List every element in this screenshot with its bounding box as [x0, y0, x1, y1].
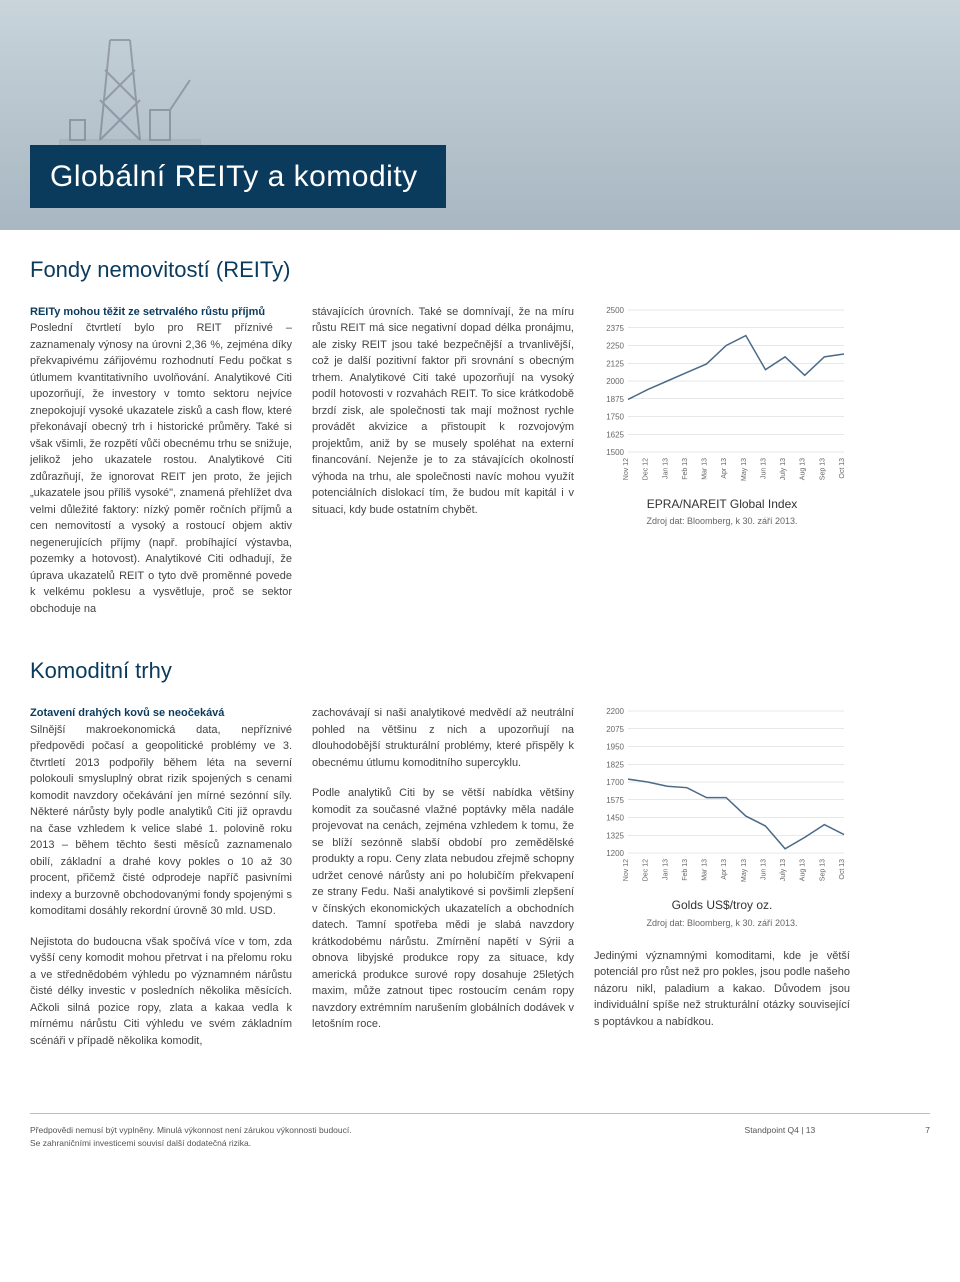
svg-text:July 13: July 13 — [780, 458, 787, 480]
svg-text:Oct 13: Oct 13 — [839, 458, 846, 479]
svg-text:Nov 12: Nov 12 — [623, 458, 630, 480]
section-heading-komodity: Komoditní trhy — [30, 655, 930, 687]
epra-nareit-chart: 1500 1625 1750 1875 2000 2125 2250 2375 2500 Nov … — [594, 304, 850, 484]
svg-text:Dec 12: Dec 12 — [643, 458, 650, 480]
chart1-container: 1500 1625 1750 1875 2000 2125 2250 2375 2500 Nov … — [594, 304, 850, 632]
svg-text:2250: 2250 — [606, 341, 624, 350]
svg-text:Aug 13: Aug 13 — [800, 859, 807, 881]
section1-col1: REITy mohou těžit ze setrvalého růstu př… — [30, 304, 292, 632]
svg-text:2125: 2125 — [606, 359, 624, 368]
svg-text:1450: 1450 — [606, 814, 624, 823]
svg-text:Dec 12: Dec 12 — [643, 859, 650, 881]
section2-col1: Zotavení drahých kovů se neočekává Silně… — [30, 705, 292, 1063]
svg-text:Mar 13: Mar 13 — [702, 458, 709, 480]
svg-text:July 13: July 13 — [780, 859, 787, 881]
svg-text:Nov 12: Nov 12 — [623, 859, 630, 881]
footer-page-number: 7 — [925, 1124, 930, 1149]
svg-text:1625: 1625 — [606, 430, 624, 439]
footer-line2: Se zahraničními investicemi souvisí dalš… — [30, 1137, 352, 1149]
section1-col2: stávajících úrovních. Také se domnívají,… — [312, 304, 574, 632]
svg-text:1325: 1325 — [606, 832, 624, 841]
section2-body1b: Nejistota do budoucna však spočívá více … — [30, 934, 292, 1050]
svg-text:Aug 13: Aug 13 — [800, 458, 807, 480]
svg-text:Sep 13: Sep 13 — [819, 859, 826, 881]
section1-body2: stávajících úrovních. Také se domnívají,… — [312, 304, 574, 519]
chart2-source: Zdroj dat: Bloomberg, k 30. září 2013. — [594, 917, 850, 930]
footer-line1: Předpovědi nemusí být vyplněny. Minulá v… — [30, 1124, 352, 1136]
svg-text:1875: 1875 — [606, 395, 624, 404]
footer-disclaimer: Předpovědi nemusí být vyplněny. Minulá v… — [30, 1124, 352, 1149]
svg-text:May 13: May 13 — [741, 458, 748, 481]
svg-text:Jan 13: Jan 13 — [662, 859, 669, 880]
svg-text:Feb 13: Feb 13 — [682, 859, 689, 881]
svg-text:1575: 1575 — [606, 796, 624, 805]
page-footer: Předpovědi nemusí být vyplněny. Minulá v… — [30, 1113, 930, 1165]
section2-body2a: zachovávají si naši analytikové medvědí … — [312, 705, 574, 771]
svg-text:1200: 1200 — [606, 849, 624, 858]
section2-lead: Zotavení drahých kovů se neočekává — [30, 707, 224, 719]
section2-comment: Jedinými významnými komoditami, kde je v… — [594, 948, 850, 1031]
svg-text:Jun 13: Jun 13 — [760, 859, 767, 880]
svg-text:1950: 1950 — [606, 743, 624, 752]
chart1-title: EPRA/NAREIT Global Index — [594, 496, 850, 513]
svg-text:Jan 13: Jan 13 — [662, 458, 669, 479]
section2-body2b: Podle analytiků Citi by se větší nabídka… — [312, 785, 574, 1033]
section2-body1a: Silnější makroekonomická data, nepřízniv… — [30, 724, 292, 918]
svg-text:Apr 13: Apr 13 — [721, 859, 728, 880]
svg-text:Feb 13: Feb 13 — [682, 458, 689, 480]
svg-text:Jun 13: Jun 13 — [760, 458, 767, 479]
svg-text:2375: 2375 — [606, 324, 624, 333]
page-title: Globální REITy a komodity — [30, 145, 446, 209]
chart2-title: Golds US$/troy oz. — [594, 897, 850, 914]
svg-text:1825: 1825 — [606, 761, 624, 770]
section1-row: REITy mohou těžit ze setrvalého růstu př… — [30, 304, 930, 632]
section1-lead: REITy mohou těžit ze setrvalého růstu př… — [30, 306, 265, 318]
section2-col2: zachovávají si naši analytikové medvědí … — [312, 705, 574, 1063]
svg-text:Sep 13: Sep 13 — [819, 458, 826, 480]
svg-text:2075: 2075 — [606, 725, 624, 734]
svg-text:2200: 2200 — [606, 707, 624, 716]
svg-text:2000: 2000 — [606, 377, 624, 386]
svg-text:1700: 1700 — [606, 778, 624, 787]
svg-text:May 13: May 13 — [741, 859, 748, 882]
svg-text:1750: 1750 — [606, 412, 624, 421]
svg-text:Mar 13: Mar 13 — [702, 859, 709, 881]
footer-publication: Standpoint Q4 | 13 — [745, 1124, 816, 1149]
hero-image: Globální REITy a komodity — [0, 0, 960, 230]
svg-text:1500: 1500 — [606, 448, 624, 457]
section-heading-reity: Fondy nemovitostí (REITy) — [30, 254, 930, 286]
gold-chart: 1200 1325 1450 1575 1700 1825 1950 2075 2200 Nov … — [594, 705, 850, 885]
svg-text:Apr 13: Apr 13 — [721, 458, 728, 479]
svg-text:Oct 13: Oct 13 — [839, 859, 846, 880]
chart2-container: 1200 1325 1450 1575 1700 1825 1950 2075 2200 Nov … — [594, 705, 850, 1063]
section2-row: Zotavení drahých kovů se neočekává Silně… — [30, 705, 930, 1063]
svg-text:2500: 2500 — [606, 306, 624, 315]
chart1-source: Zdroj dat: Bloomberg, k 30. září 2013. — [594, 515, 850, 528]
section1-body1: Poslední čtvrtletí bylo pro REIT přízniv… — [30, 322, 292, 615]
